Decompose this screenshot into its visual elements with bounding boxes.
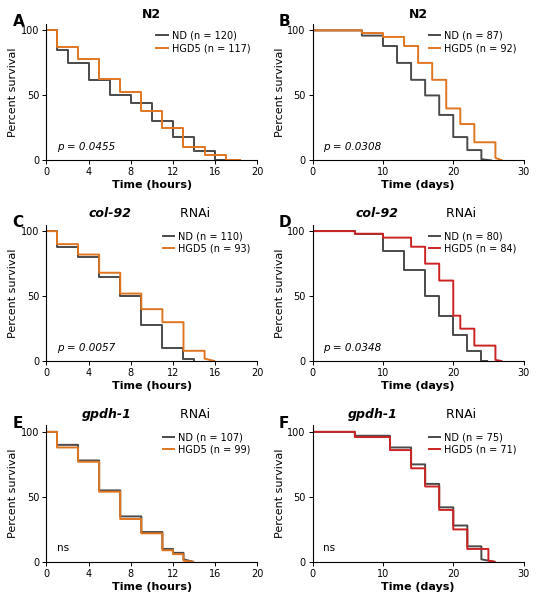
Text: RNAi: RNAi	[442, 207, 476, 220]
X-axis label: Time (days): Time (days)	[381, 381, 455, 391]
Text: D: D	[279, 215, 292, 230]
X-axis label: Time (hours): Time (hours)	[112, 381, 192, 391]
Title: N2: N2	[408, 8, 428, 22]
X-axis label: Time (hours): Time (hours)	[112, 180, 192, 190]
Text: p = 0.0455: p = 0.0455	[57, 142, 115, 152]
Legend: ND (n = 80), HGD5 (n = 84): ND (n = 80), HGD5 (n = 84)	[427, 229, 519, 256]
Y-axis label: Percent survival: Percent survival	[274, 47, 285, 137]
Text: col-92 RNAi: col-92 RNAi	[111, 207, 193, 220]
Text: p = 0.0057: p = 0.0057	[57, 343, 115, 353]
Legend: ND (n = 120), HGD5 (n = 117): ND (n = 120), HGD5 (n = 117)	[154, 29, 252, 55]
Legend: ND (n = 107), HGD5 (n = 99): ND (n = 107), HGD5 (n = 99)	[161, 430, 252, 457]
Legend: ND (n = 87), HGD5 (n = 92): ND (n = 87), HGD5 (n = 92)	[427, 29, 519, 55]
Text: gpdh-1: gpdh-1	[82, 407, 132, 421]
X-axis label: Time (hours): Time (hours)	[112, 581, 192, 592]
Text: p = 0.0308: p = 0.0308	[323, 142, 381, 152]
Text: col-92 RNAi: col-92 RNAi	[378, 207, 459, 220]
X-axis label: Time (days): Time (days)	[381, 180, 455, 190]
Text: col-92: col-92	[89, 207, 132, 220]
Y-axis label: Percent survival: Percent survival	[8, 47, 18, 137]
Text: gpdh-1 RNAi: gpdh-1 RNAi	[108, 407, 196, 421]
Y-axis label: Percent survival: Percent survival	[8, 248, 18, 338]
Text: A: A	[13, 14, 24, 29]
Title: N2: N2	[142, 8, 161, 22]
X-axis label: Time (days): Time (days)	[381, 581, 455, 592]
Text: RNAi: RNAi	[176, 207, 210, 220]
Text: ns: ns	[323, 543, 335, 553]
Y-axis label: Percent survival: Percent survival	[8, 449, 18, 538]
Y-axis label: Percent survival: Percent survival	[274, 449, 285, 538]
Text: p = 0.0348: p = 0.0348	[323, 343, 381, 353]
Text: ns: ns	[57, 543, 69, 553]
Text: gpdh-1 RNAi: gpdh-1 RNAi	[374, 407, 462, 421]
Text: RNAi: RNAi	[442, 407, 476, 421]
Text: C: C	[13, 215, 24, 230]
Text: B: B	[279, 14, 291, 29]
Y-axis label: Percent survival: Percent survival	[274, 248, 285, 338]
Text: F: F	[279, 416, 289, 431]
Legend: ND (n = 75), HGD5 (n = 71): ND (n = 75), HGD5 (n = 71)	[427, 430, 519, 457]
Text: col-92: col-92	[355, 207, 398, 220]
Text: gpdh-1: gpdh-1	[348, 407, 398, 421]
Text: E: E	[13, 416, 23, 431]
Legend: ND (n = 110), HGD5 (n = 93): ND (n = 110), HGD5 (n = 93)	[161, 229, 252, 256]
Text: RNAi: RNAi	[176, 407, 210, 421]
